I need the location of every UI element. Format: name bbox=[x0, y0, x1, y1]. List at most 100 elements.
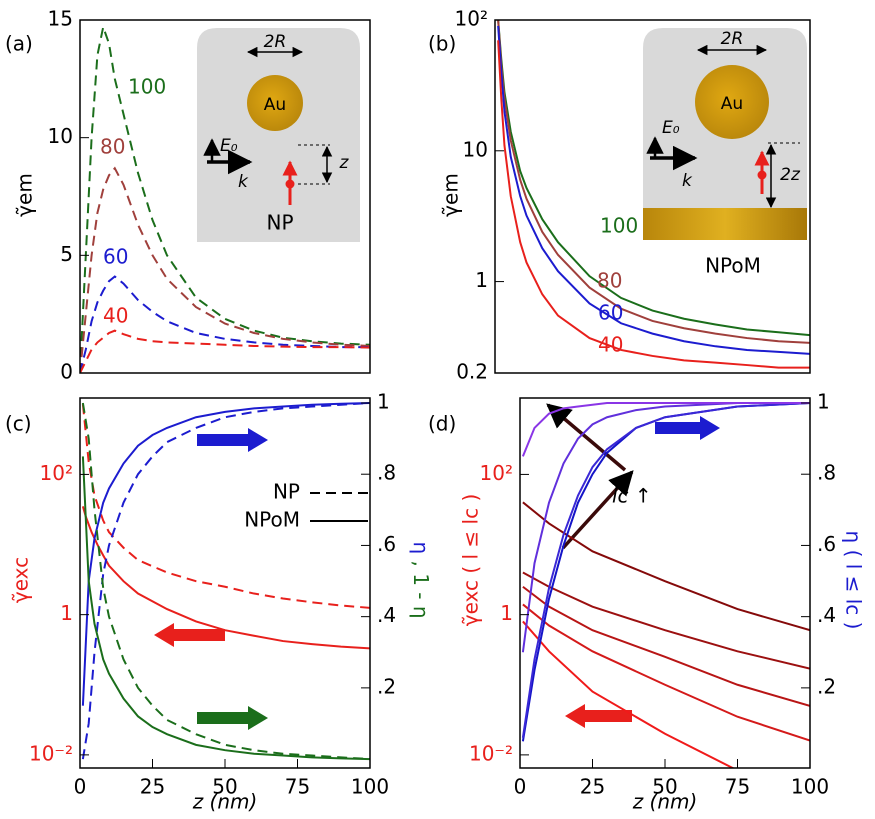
x-tick-label: 0 bbox=[74, 775, 87, 799]
series-line bbox=[81, 402, 370, 761]
y-tick-label: 10⁻² bbox=[29, 741, 73, 765]
y2-label-part: , 1 - η bbox=[410, 554, 434, 618]
inset-label: E₀ bbox=[220, 136, 238, 156]
y2-tick-label: .2 bbox=[377, 674, 396, 698]
y2-tick-label: .4 bbox=[377, 603, 396, 627]
plot-area bbox=[80, 23, 370, 373]
series-line bbox=[522, 603, 810, 742]
y2-tick-label: 1 bbox=[817, 389, 830, 413]
panel-label: (b) bbox=[428, 32, 456, 56]
series-label: 80 bbox=[100, 135, 125, 159]
inset-label: k bbox=[238, 172, 249, 192]
series-line bbox=[81, 506, 370, 650]
y2-tick-label: .8 bbox=[817, 461, 836, 485]
y-tick-label: 1 bbox=[500, 601, 513, 625]
y-tick-label: 10² bbox=[480, 461, 513, 485]
x-tick-label: 25 bbox=[140, 775, 165, 799]
panel-label: (a) bbox=[5, 32, 33, 56]
y2-tick-label: .2 bbox=[817, 674, 836, 698]
series-line bbox=[80, 275, 370, 373]
x-tick-label: 50 bbox=[212, 775, 237, 799]
series-line bbox=[521, 401, 810, 457]
inset-label: 2R bbox=[721, 29, 744, 49]
inset-label: Au bbox=[721, 94, 743, 114]
series-line bbox=[497, 40, 810, 369]
y-axis-label: γ̃em bbox=[13, 173, 37, 217]
axes-frame bbox=[79, 397, 371, 769]
series-line bbox=[80, 329, 370, 373]
series-line bbox=[81, 456, 370, 761]
y2-tick-label: .6 bbox=[377, 532, 396, 556]
y-tick-label: 0.2 bbox=[456, 360, 488, 384]
y2-label-part: η bbox=[410, 541, 434, 554]
x-tick-label: 75 bbox=[285, 775, 310, 799]
y2-axis-label: η , 1 - η bbox=[410, 541, 434, 618]
inset: 2R Au E₀ k z NP bbox=[197, 28, 360, 242]
series-label: 40 bbox=[103, 304, 128, 328]
y2-tick-label: .6 bbox=[817, 532, 836, 556]
x-axis-label: z (nm) bbox=[632, 790, 698, 814]
series-label: 80 bbox=[597, 269, 622, 293]
series-label: 100 bbox=[600, 214, 638, 238]
x-tick-label: 50 bbox=[652, 775, 677, 799]
y-tick-label: 1 bbox=[475, 268, 488, 292]
series-line bbox=[497, 25, 810, 355]
series-line bbox=[80, 166, 370, 373]
axes-frame bbox=[494, 19, 811, 374]
series-line bbox=[497, 20, 810, 337]
y2-tick-label: .4 bbox=[817, 603, 836, 627]
y-axis-label: γ̃em bbox=[439, 173, 463, 217]
series-label: 60 bbox=[103, 245, 128, 269]
inset: 2R Au E₀ k 2z NPoM bbox=[643, 28, 807, 278]
series-label: 40 bbox=[598, 333, 623, 357]
y-tick-label: 1 bbox=[60, 601, 73, 625]
inset-caption: NPoM bbox=[705, 254, 761, 278]
y-tick-label: 5 bbox=[60, 242, 73, 266]
y-tick-label: 10² bbox=[40, 461, 73, 485]
series-line bbox=[521, 401, 810, 742]
inset-label: Au bbox=[264, 95, 286, 115]
y-tick-label: 0 bbox=[60, 360, 73, 384]
y-tick-label: 10² bbox=[455, 7, 488, 31]
y-tick-label: 10 bbox=[48, 124, 73, 148]
y-tick-label: 10⁻² bbox=[469, 741, 513, 765]
x-tick-label: 0 bbox=[514, 775, 527, 799]
series-line bbox=[81, 401, 370, 706]
y-tick-label: 15 bbox=[48, 7, 73, 31]
series-line bbox=[497, 20, 810, 344]
inset-label: E₀ bbox=[662, 118, 680, 138]
x-tick-label: 25 bbox=[580, 775, 605, 799]
series-line bbox=[522, 585, 810, 707]
y-axis-label: γ̃exc ( l ≤ lc ) bbox=[459, 494, 483, 627]
series-label: 100 bbox=[128, 75, 166, 99]
y2-tick-label: .8 bbox=[377, 461, 396, 485]
inset-label: 2R bbox=[264, 32, 287, 52]
legend-label: NP bbox=[273, 480, 300, 504]
y2-axis-label: η ( l ≤ lc ) bbox=[842, 531, 866, 630]
inset-caption: NP bbox=[266, 211, 293, 235]
x-axis-label: z (nm) bbox=[192, 790, 258, 814]
direction-arrows: lc ↑ bbox=[154, 403, 720, 730]
plot-area bbox=[81, 401, 370, 761]
panel-label: (c) bbox=[5, 412, 32, 436]
series-line bbox=[80, 23, 370, 373]
series-line bbox=[521, 401, 810, 653]
series-line bbox=[521, 401, 810, 738]
y-tick-label: 10 bbox=[463, 137, 488, 161]
y-axis-label: γ̃exc bbox=[9, 557, 33, 603]
legend-label: NPoM bbox=[244, 508, 300, 532]
series-label: 60 bbox=[598, 301, 623, 325]
panel-label: (d) bbox=[428, 412, 456, 436]
series-line bbox=[81, 404, 370, 609]
y2-tick-label: 1 bbox=[377, 389, 390, 413]
series-line bbox=[81, 401, 370, 760]
inset-label: k bbox=[682, 171, 693, 191]
plot-area bbox=[497, 20, 810, 369]
plot-area bbox=[521, 401, 810, 768]
x-tick-label: 75 bbox=[725, 775, 750, 799]
series-line bbox=[522, 620, 735, 768]
axes-frame bbox=[519, 397, 811, 769]
series-line bbox=[522, 501, 810, 632]
